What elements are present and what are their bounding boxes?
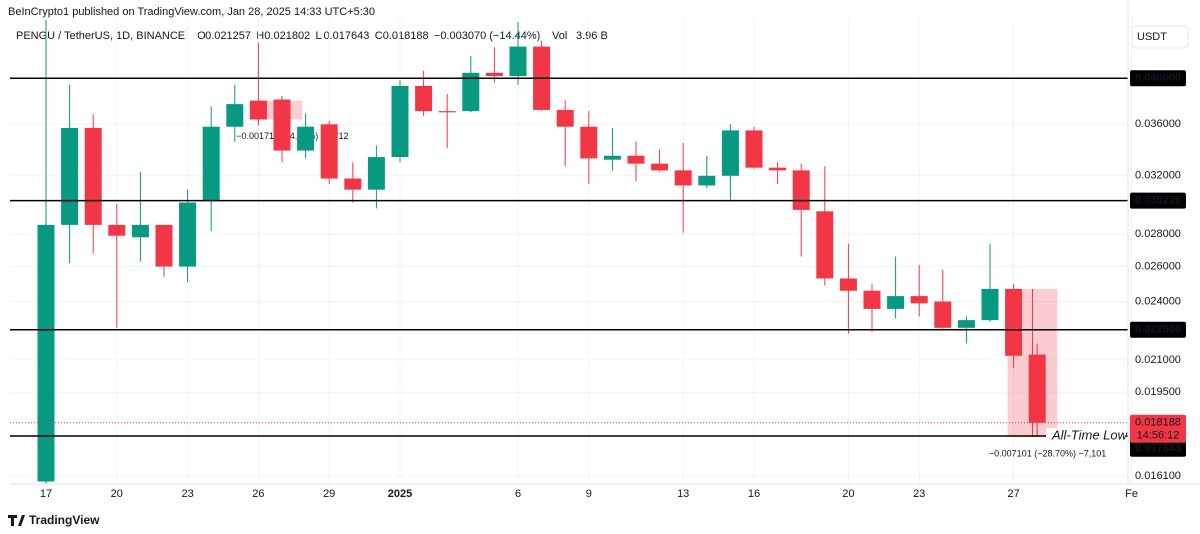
candle-body	[367, 157, 385, 190]
candle-body	[1028, 354, 1046, 423]
candle-body	[1005, 288, 1023, 356]
candle-body	[344, 178, 362, 190]
candle-body	[485, 72, 503, 77]
candle-body	[61, 127, 79, 225]
x-tick-label: 23	[181, 488, 193, 500]
level-label: 0.022500	[1135, 324, 1181, 336]
ohlc-value: 0.021802	[264, 30, 310, 42]
candle-body	[556, 109, 574, 127]
candle-body	[580, 126, 598, 159]
candle-body	[674, 170, 692, 186]
y-tick-label: 0.021000	[1135, 354, 1181, 366]
published-line: BeInCrypto1 published on TradingView.com…	[8, 6, 375, 18]
ohlc-key: O	[197, 30, 206, 42]
candle-body	[934, 301, 952, 328]
candle-body	[37, 224, 55, 482]
candle-body	[415, 85, 433, 112]
y-tick-label: 0.024000	[1135, 295, 1181, 307]
candle-body	[84, 127, 102, 225]
candle-body	[509, 46, 527, 77]
level-label-box	[1130, 70, 1186, 87]
y-tick-label: 0.032000	[1135, 170, 1181, 182]
x-tick-label: 29	[323, 488, 335, 500]
y-tick-label: 0.028000	[1135, 228, 1181, 240]
logo-icon	[8, 515, 25, 526]
ohlc-key: H	[256, 30, 264, 42]
y-tick-label: 0.019500	[1135, 386, 1181, 398]
candle-body	[769, 167, 787, 171]
candle-body	[249, 100, 267, 120]
x-tick-label: 23	[913, 488, 925, 500]
candle-body	[603, 155, 621, 160]
level-label: 0.030229	[1135, 195, 1181, 207]
candle-body	[863, 290, 881, 309]
candle-body	[957, 320, 975, 328]
footer-text: TradingView	[29, 513, 100, 527]
candle-body	[745, 130, 763, 168]
x-tick-label: 17	[40, 488, 52, 500]
x-tick-label: 6	[515, 488, 521, 500]
x-tick-label: 9	[586, 488, 592, 500]
y-tick-label: 0.016100	[1135, 470, 1181, 482]
x-tick-label: Fe	[1125, 488, 1138, 500]
candle-body	[320, 124, 338, 179]
level-label: 0.040000	[1135, 72, 1181, 84]
currency-label[interactable]: USDT	[1137, 31, 1167, 43]
candle-body	[155, 224, 173, 267]
plot-area: −0.001712 (−4.49%) −1,712 −0.007101 (−28.…	[10, 18, 1133, 484]
x-tick-label: 16	[748, 488, 760, 500]
candle-body	[816, 211, 834, 279]
x-tick-label: 20	[842, 488, 854, 500]
x-tick-label: 20	[111, 488, 123, 500]
candle-body	[179, 202, 197, 267]
legend: PENGU / TetherUS, 1D, BINANCE O 0.021257 H 0…	[16, 30, 608, 42]
candle-body	[698, 175, 716, 186]
ohlc-value: 0.017643	[324, 30, 370, 42]
annotation-bg	[1046, 428, 1126, 445]
candle-body	[202, 126, 220, 202]
candle-body	[297, 126, 315, 151]
candle-body	[721, 130, 739, 176]
level-label-box	[1130, 192, 1186, 209]
candle-body	[627, 155, 645, 164]
volume-key: Vol	[552, 30, 567, 42]
level-label-box	[1130, 321, 1186, 338]
footer-logo: TradingView	[8, 513, 100, 527]
ohlc-value: 0.018188	[383, 30, 429, 42]
candle-body	[792, 170, 810, 210]
y-tick-label: 0.026000	[1135, 260, 1181, 272]
candle-body	[226, 104, 244, 127]
level-label-box	[1130, 440, 1186, 457]
last-price-box	[1130, 414, 1186, 443]
symbol: PENGU / TetherUS, 1D, BINANCE	[16, 30, 185, 42]
ohlc-value: 0.021257	[205, 30, 251, 42]
candle-body	[910, 296, 928, 304]
candle-body	[108, 224, 126, 236]
y-tick-label: 0.036000	[1135, 118, 1181, 130]
candle-body	[273, 99, 291, 151]
x-tick-label: 13	[677, 488, 689, 500]
x-tick-label: 2025	[388, 488, 412, 500]
x-tick-label: 26	[252, 488, 264, 500]
candle-body	[839, 278, 857, 291]
ohlc-key: L	[316, 30, 322, 42]
candle-body	[887, 296, 905, 309]
measure-label: −0.001712 (−4.49%) −1,712	[236, 131, 348, 141]
candle-body	[438, 111, 456, 113]
candle-body	[391, 85, 409, 158]
candle-body	[462, 72, 480, 112]
candle-body	[651, 163, 669, 171]
level-label: 0.017643	[1135, 443, 1181, 455]
change: −0.003070 (−14.44%)	[434, 30, 540, 42]
annotation: All-Time Low	[1051, 427, 1129, 442]
measure-label: −0.007101 (−28.70%) −7,101	[989, 448, 1106, 458]
countdown: 14:56:12	[1137, 430, 1180, 442]
candle-body	[131, 224, 149, 238]
volume-value: 3.96 B	[576, 30, 608, 42]
last-price-label: 0.018188	[1135, 417, 1181, 429]
x-tick-label: 27	[1007, 488, 1019, 500]
candle-body	[981, 288, 999, 321]
ohlc-key: C	[375, 30, 383, 42]
